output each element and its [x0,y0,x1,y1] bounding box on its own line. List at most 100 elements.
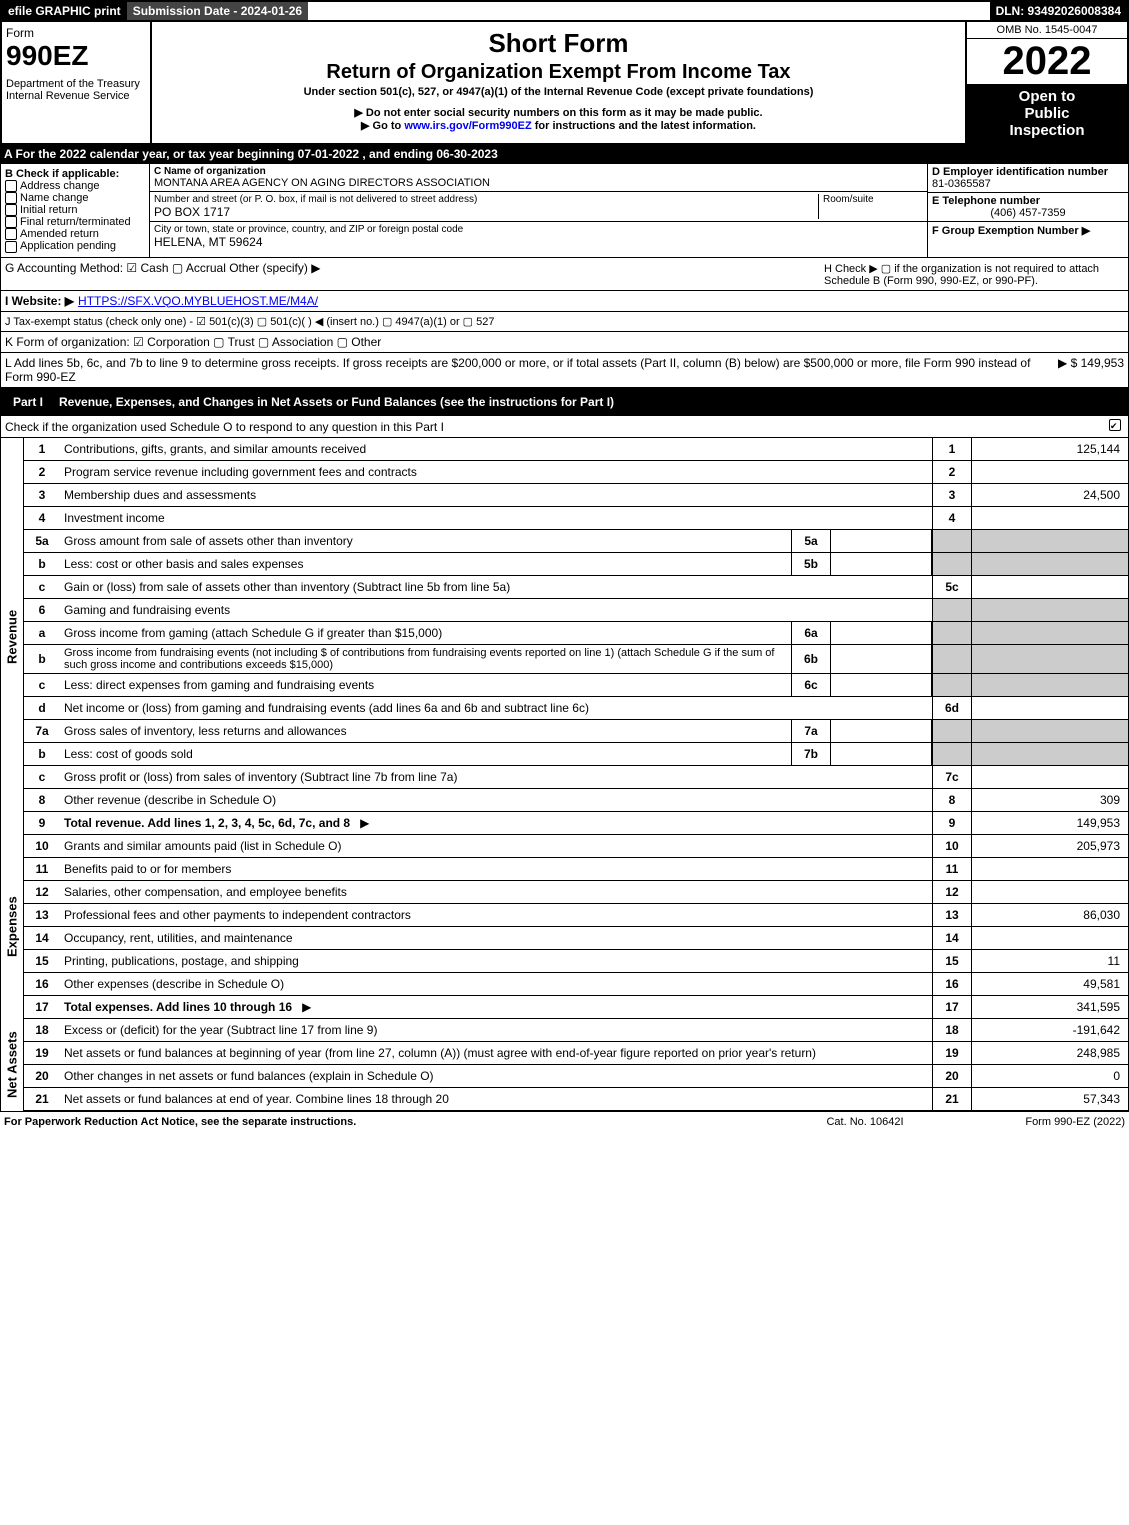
ln-5a-num: 5a [24,532,60,550]
revenue-side-label: Revenue [0,438,23,835]
ln-5b-subval [830,553,932,575]
ln-14-box: 14 [932,927,972,949]
ln-6-box [932,599,972,621]
dept-label: Department of the Treasury [6,78,146,90]
row-i: I Website: ▶ HTTPS://SFX.VQO.MYBLUEHOST.… [0,291,1129,312]
part-i-header: Part I Revenue, Expenses, and Changes in… [0,388,1129,416]
ln-7c-desc: Gross profit or (loss) from sales of inv… [60,768,932,786]
column-de: D Employer identification number 81-0365… [927,164,1128,257]
irs-link[interactable]: www.irs.gov/Form990EZ [404,120,531,132]
ln-17-val: 341,595 [972,996,1128,1018]
ln-19-box: 19 [932,1042,972,1064]
ln-19-num: 19 [24,1044,60,1062]
revenue-section: Revenue 1Contributions, gifts, grants, a… [0,438,1129,835]
chk-initial-return[interactable]: Initial return [5,204,145,216]
ln-11-val [972,858,1128,880]
header-left: Form 990EZ Department of the Treasury In… [2,22,152,143]
ln-11-desc: Benefits paid to or for members [60,860,932,878]
opt-address-change: Address change [20,180,100,192]
ln-13-num: 13 [24,906,60,924]
ln-6b-subbox: 6b [791,645,830,673]
note-goto: ▶ Go to www.irs.gov/Form990EZ for instru… [156,119,961,132]
ln-17-box: 17 [932,996,972,1018]
ln-6b-box [932,645,972,673]
ln-13-val: 86,030 [972,904,1128,926]
ln-8-num: 8 [24,791,60,809]
ln-6-val [972,599,1128,621]
f-label: F Group Exemption Number ▶ [932,224,1124,237]
ln-6c-val [972,674,1128,696]
footer: For Paperwork Reduction Act Notice, see … [0,1111,1129,1132]
ln-12-desc: Salaries, other compensation, and employ… [60,883,932,901]
g-accounting: G Accounting Method: ☑ Cash ▢ Accrual Ot… [5,261,824,275]
ln-14-num: 14 [24,929,60,947]
ln-1-val: 125,144 [972,438,1128,460]
ln-16-desc: Other expenses (describe in Schedule O) [60,975,932,993]
ln-3-box: 3 [932,484,972,506]
ln-7b-num: b [24,745,60,763]
b-label: B Check if applicable: [5,168,145,180]
ln-10-val: 205,973 [972,835,1128,857]
part-i-title: Revenue, Expenses, and Changes in Net As… [59,395,614,409]
ln-7b-val [972,743,1128,765]
ln-18-desc: Excess or (deficit) for the year (Subtra… [60,1021,932,1039]
c-city-block: City or town, state or province, country… [150,222,927,251]
ln-6b-subval [830,645,932,673]
chk-name-change[interactable]: Name change [5,192,145,204]
ln-6d-box: 6d [932,697,972,719]
open-to-public: Open to Public Inspection [967,84,1127,143]
d-block: D Employer identification number 81-0365… [928,164,1128,193]
dln-label: DLN: 93492026008384 [990,2,1127,20]
ein-value: 81-0365587 [932,178,1124,190]
ln-6a-box [932,622,972,644]
ln-13-box: 13 [932,904,972,926]
form-word: Form [6,26,146,40]
f-block: F Group Exemption Number ▶ [928,222,1128,239]
part-i-label: Part I [5,393,51,411]
ln-7b-subbox: 7b [791,743,830,765]
ln-16-val: 49,581 [972,973,1128,995]
ln-19-desc: Net assets or fund balances at beginning… [60,1044,932,1062]
ln-15-desc: Printing, publications, postage, and shi… [60,952,932,970]
ln-13-desc: Professional fees and other payments to … [60,906,932,924]
efile-print-button[interactable]: efile GRAPHIC print [2,2,127,20]
opt-application-pending: Application pending [20,240,116,252]
ln-4-num: 4 [24,509,60,527]
ln-6c-desc: Less: direct expenses from gaming and fu… [60,676,791,694]
ln-18-val: -191,642 [972,1019,1128,1041]
info-grid: B Check if applicable: Address change Na… [0,163,1129,258]
ln-10-desc: Grants and similar amounts paid (list in… [60,837,932,855]
subtitle: Under section 501(c), 527, or 4947(a)(1)… [156,86,961,98]
ln-6b-val [972,645,1128,673]
schedule-o-checkbox[interactable] [1109,419,1121,431]
d-label: D Employer identification number [932,166,1124,178]
ln-6a-subbox: 6a [791,622,830,644]
e-block: E Telephone number (406) 457-7359 [928,193,1128,222]
ln-21-val: 57,343 [972,1088,1128,1110]
ln-20-val: 0 [972,1065,1128,1087]
open-line3: Inspection [971,122,1123,139]
h-schedule-b: H Check ▶ ▢ if the organization is not r… [824,262,1124,287]
chk-address-change[interactable]: Address change [5,180,145,192]
footer-center: Cat. No. 10642I [765,1116,965,1128]
ln-3-num: 3 [24,486,60,504]
chk-amended-return[interactable]: Amended return [5,228,145,240]
ln-18-box: 18 [932,1019,972,1041]
footer-right: Form 990-EZ (2022) [965,1116,1125,1128]
ln-2-box: 2 [932,461,972,483]
form-number: 990EZ [6,40,146,72]
ln-1-num: 1 [24,440,60,458]
website-link[interactable]: HTTPS://SFX.VQO.MYBLUEHOST.ME/M4A/ [78,294,318,308]
expenses-section: Expenses 10Grants and similar amounts pa… [0,835,1129,1019]
ln-6c-subval [830,674,932,696]
chk-final-return[interactable]: Final return/terminated [5,216,145,228]
ln-7b-desc: Less: cost of goods sold [60,745,791,763]
form-header: Form 990EZ Department of the Treasury In… [0,22,1129,145]
ln-14-val [972,927,1128,949]
ln-2-num: 2 [24,463,60,481]
header-center: Short Form Return of Organization Exempt… [152,22,965,143]
ln-9-desc: Total revenue. Add lines 1, 2, 3, 4, 5c,… [60,814,932,832]
chk-application-pending[interactable]: Application pending [5,240,145,252]
ln-8-val: 309 [972,789,1128,811]
city-label: City or town, state or province, country… [154,224,923,235]
